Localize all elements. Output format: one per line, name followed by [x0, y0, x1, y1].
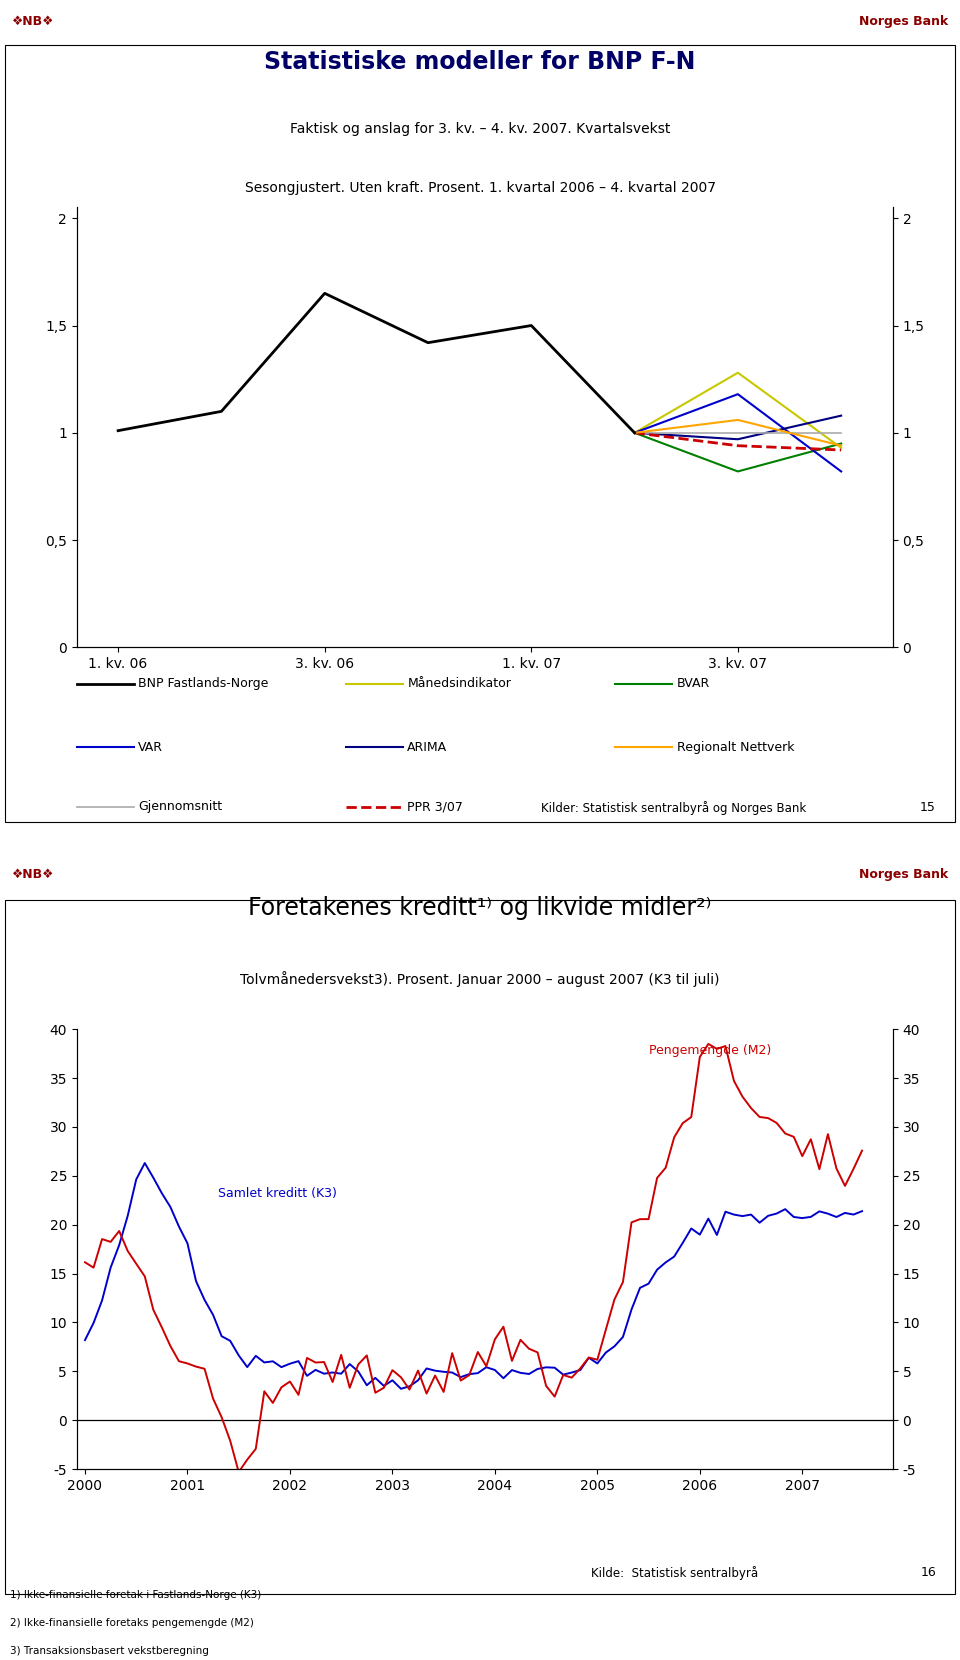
Text: 2) Ikke-finansielle foretaks pengemengde (M2): 2) Ikke-finansielle foretaks pengemengde… [10, 1618, 253, 1628]
Text: 15: 15 [920, 802, 936, 815]
Text: Statistiske modeller for BNP F-N: Statistiske modeller for BNP F-N [264, 50, 696, 73]
Text: ❖NB❖: ❖NB❖ [12, 868, 54, 881]
Text: Norges Bank: Norges Bank [859, 15, 948, 28]
Text: Regionalt Nettverk: Regionalt Nettverk [677, 740, 794, 754]
Text: 3) Transaksionsbasert vekstberegning: 3) Transaksionsbasert vekstberegning [10, 1647, 208, 1657]
Text: ❖NB❖: ❖NB❖ [12, 15, 54, 28]
Text: Pengemengde (M2): Pengemengde (M2) [649, 1044, 771, 1057]
Text: Kilder: Statistisk sentralbyrå og Norges Bank: Kilder: Statistisk sentralbyrå og Norges… [541, 800, 806, 815]
Text: Norges Bank: Norges Bank [859, 868, 948, 881]
Text: Faktisk og anslag for 3. kv. – 4. kv. 2007. Kvartalsvekst: Faktisk og anslag for 3. kv. – 4. kv. 20… [290, 121, 670, 136]
Text: VAR: VAR [138, 740, 163, 754]
Text: BNP Fastlands-Norge: BNP Fastlands-Norge [138, 677, 269, 691]
Text: ARIMA: ARIMA [407, 740, 447, 754]
Text: 1) Ikke-finansielle foretak i Fastlands-Norge (K3): 1) Ikke-finansielle foretak i Fastlands-… [10, 1590, 261, 1600]
Text: BVAR: BVAR [677, 677, 709, 691]
Text: Gjennomsnitt: Gjennomsnitt [138, 800, 222, 813]
Text: Tolvmånedersvekst3). Prosent. Januar 2000 – august 2007 (K3 til juli): Tolvmånedersvekst3). Prosent. Januar 200… [240, 971, 720, 988]
Text: Kilde:  Statistisk sentralbyrå: Kilde: Statistisk sentralbyrå [591, 1565, 758, 1580]
Text: Foretakenes kreditt¹⁾ og likvide midler²⁾: Foretakenes kreditt¹⁾ og likvide midler²… [249, 896, 711, 920]
Text: Månedsindikator: Månedsindikator [407, 677, 511, 691]
Text: 16: 16 [921, 1567, 936, 1579]
Text: Samlet kreditt (K3): Samlet kreditt (K3) [218, 1187, 337, 1200]
Text: Sesongjustert. Uten kraft. Prosent. 1. kvartal 2006 – 4. kvartal 2007: Sesongjustert. Uten kraft. Prosent. 1. k… [245, 181, 715, 196]
Text: PPR 3/07: PPR 3/07 [407, 800, 463, 813]
